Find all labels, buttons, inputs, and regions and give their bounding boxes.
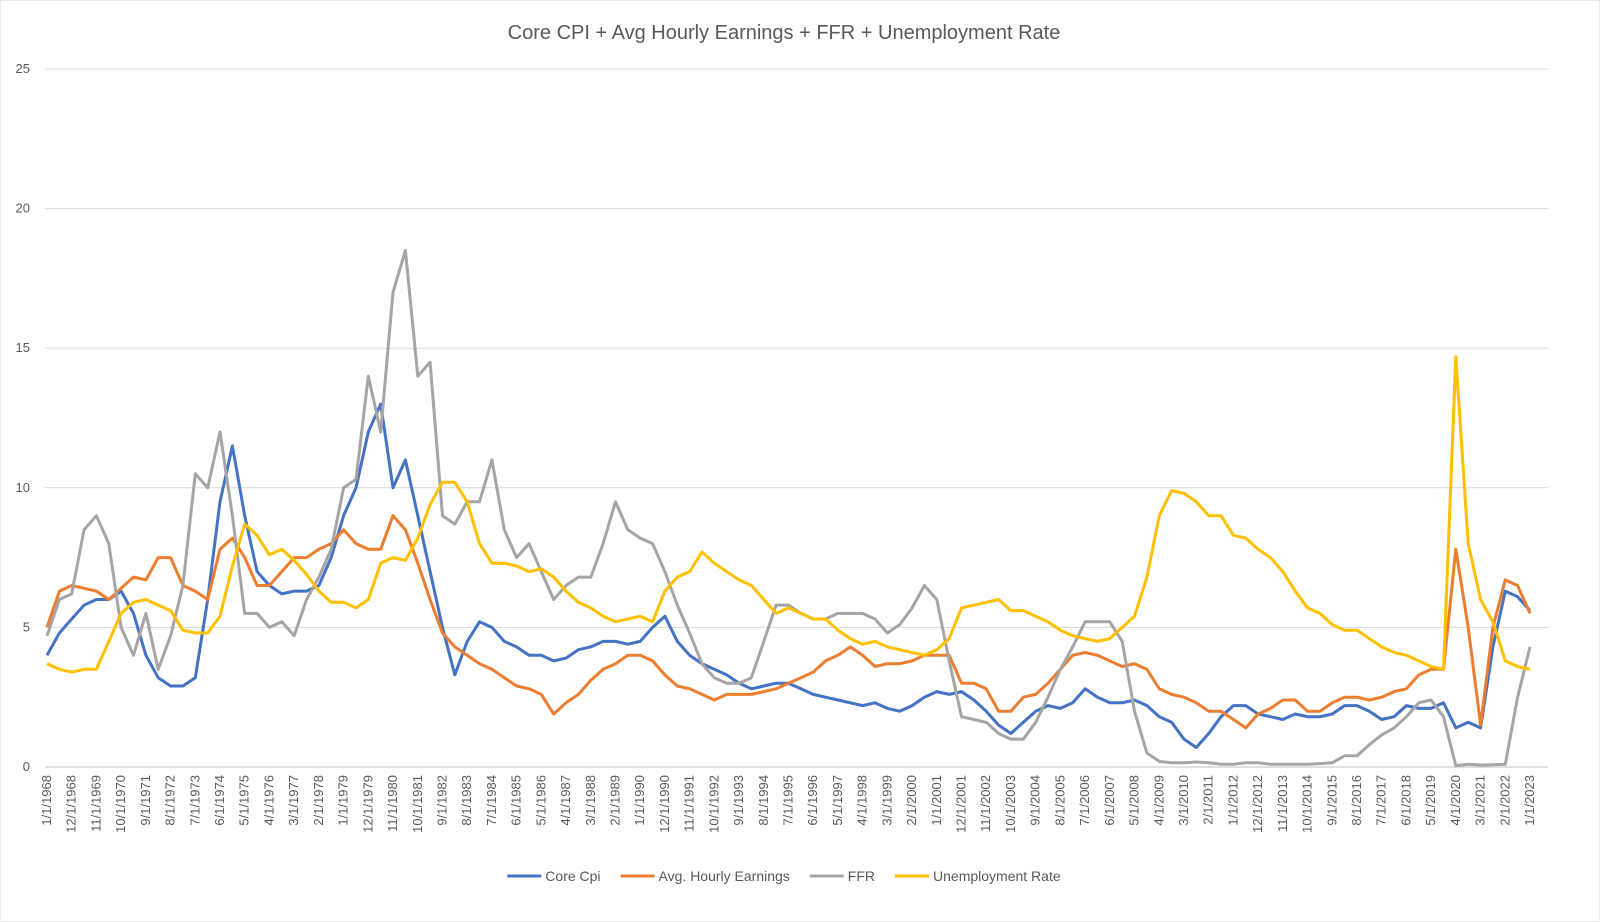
x-tick-label: 12/1/1990 bbox=[657, 775, 672, 833]
x-tick-label: 10/1/2003 bbox=[1003, 775, 1018, 833]
x-tick-label: 11/1/2002 bbox=[978, 775, 993, 832]
legend-text: Core Cpi bbox=[545, 868, 600, 884]
x-tick-label: 3/1/1977 bbox=[286, 775, 301, 826]
x-tick-label: 2/1/1978 bbox=[311, 775, 326, 826]
chart-title: Core CPI + Avg Hourly Earnings + FFR + U… bbox=[508, 22, 1061, 44]
y-tick-label: 25 bbox=[16, 61, 30, 76]
x-tick-label: 7/1/2006 bbox=[1077, 775, 1092, 826]
y-tick-label: 0 bbox=[23, 759, 30, 774]
x-tick-label: 6/1/2018 bbox=[1398, 775, 1413, 826]
x-tick-label: 11/1/2013 bbox=[1275, 775, 1290, 832]
y-tick-label: 5 bbox=[23, 619, 30, 634]
x-tick-label: 7/1/1973 bbox=[187, 775, 202, 826]
x-tick-label: 8/1/1972 bbox=[163, 775, 178, 826]
x-tick-label: 4/1/1987 bbox=[558, 775, 573, 826]
x-tick-label: 1/1/1968 bbox=[39, 775, 54, 826]
x-tick-label: 9/1/2015 bbox=[1324, 775, 1339, 826]
x-tick-label: 6/1/1985 bbox=[509, 775, 524, 826]
x-tick-label: 7/1/1984 bbox=[484, 775, 499, 826]
x-tick-label: 6/1/1996 bbox=[805, 775, 820, 826]
x-tick-label: 8/1/2005 bbox=[1052, 775, 1067, 826]
x-tick-label: 1/1/2001 bbox=[929, 775, 944, 826]
x-tick-label: 12/1/1979 bbox=[360, 775, 375, 833]
legend-text: FFR bbox=[848, 868, 875, 884]
x-tick-label: 1/1/1990 bbox=[632, 775, 647, 826]
x-tick-label: 11/1/1991 bbox=[682, 775, 697, 832]
series-line bbox=[46, 355, 1531, 674]
x-tick-label: 12/1/1968 bbox=[64, 775, 79, 833]
x-tick-label: 5/1/1986 bbox=[533, 775, 548, 826]
x-tick-label: 6/1/1974 bbox=[212, 775, 227, 826]
x-tick-label: 2/1/1989 bbox=[607, 775, 622, 826]
x-tick-label: 2/1/2000 bbox=[904, 775, 919, 826]
x-tick-label: 11/1/1980 bbox=[385, 775, 400, 832]
x-tick-label: 10/1/1970 bbox=[113, 775, 128, 833]
y-tick-label: 15 bbox=[16, 340, 30, 355]
series-line bbox=[45, 249, 1532, 768]
legend-text: Unemployment Rate bbox=[933, 868, 1061, 884]
x-tick-label: 8/1/1994 bbox=[756, 775, 771, 826]
x-tick-label: 3/1/2010 bbox=[1176, 775, 1191, 826]
x-tick-label: 4/1/1998 bbox=[855, 775, 870, 826]
x-tick-label: 2/1/2011 bbox=[1201, 775, 1216, 825]
x-tick-label: 4/1/2009 bbox=[1151, 775, 1166, 826]
x-tick-label: 7/1/2017 bbox=[1374, 775, 1389, 826]
x-tick-label: 10/1/1981 bbox=[410, 775, 425, 833]
x-tick-label: 2/1/2022 bbox=[1497, 775, 1512, 826]
y-tick-label: 20 bbox=[16, 201, 30, 216]
x-tick-label: 8/1/1983 bbox=[459, 775, 474, 826]
x-tick-label: 12/1/2001 bbox=[954, 775, 969, 833]
x-tick-label: 11/1/1969 bbox=[88, 775, 103, 832]
x-tick-label: 3/1/1988 bbox=[583, 775, 598, 826]
x-tick-label: 4/1/2020 bbox=[1448, 775, 1463, 826]
x-tick-label: 6/1/2007 bbox=[1102, 775, 1117, 826]
x-tick-label: 9/1/1982 bbox=[434, 775, 449, 826]
legend-text: Avg. Hourly Earnings bbox=[659, 868, 790, 884]
series-line bbox=[45, 514, 1532, 730]
y-tick-label: 10 bbox=[16, 480, 30, 495]
x-tick-label: 9/1/1993 bbox=[731, 775, 746, 826]
x-tick-label: 10/1/2014 bbox=[1300, 775, 1315, 833]
x-tick-label: 8/1/2016 bbox=[1349, 775, 1364, 826]
x-tick-label: 4/1/1976 bbox=[261, 775, 276, 826]
x-tick-label: 5/1/2008 bbox=[1127, 775, 1142, 826]
legend: Core Cpi Avg. Hourly Earnings FFR Unemploym… bbox=[507, 868, 1061, 884]
x-tick-label: 5/1/2019 bbox=[1423, 775, 1438, 826]
x-tick-label: 5/1/1997 bbox=[830, 775, 845, 826]
x-tick-label: 9/1/2004 bbox=[1028, 775, 1043, 826]
x-tick-label: 9/1/1971 bbox=[138, 775, 153, 826]
x-tick-label: 1/1/2023 bbox=[1522, 775, 1537, 826]
x-tick-label: 10/1/1992 bbox=[706, 775, 721, 833]
x-tick-label: 1/1/2012 bbox=[1225, 775, 1240, 826]
x-tick-label: 3/1/1999 bbox=[879, 775, 894, 826]
x-tick-label: 5/1/1975 bbox=[237, 775, 252, 826]
x-tick-label: 7/1/1995 bbox=[781, 775, 796, 826]
x-tick-label: 1/1/1979 bbox=[336, 775, 351, 826]
x-tick-label: 3/1/2021 bbox=[1473, 775, 1488, 826]
x-tick-label: 12/1/2012 bbox=[1250, 775, 1265, 833]
